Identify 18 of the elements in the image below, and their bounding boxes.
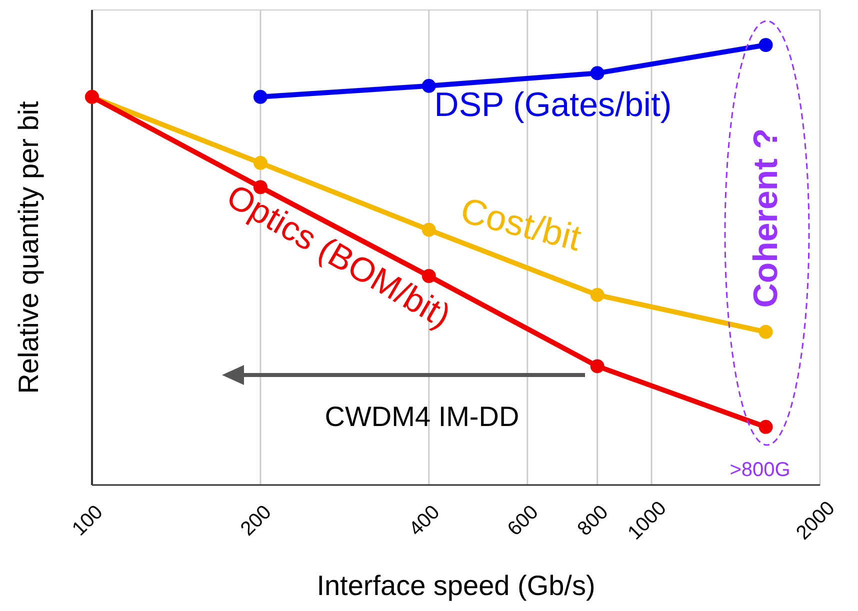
text: Cost/bit <box>456 189 586 259</box>
x-tick-label: 800 <box>574 501 613 540</box>
point <box>590 359 604 374</box>
point <box>590 288 604 302</box>
x-axis-title: Interface speed (Gb/s) <box>316 570 596 601</box>
annotation: Coherent ? <box>747 128 785 308</box>
point <box>253 156 268 170</box>
point <box>758 420 773 434</box>
point <box>758 324 773 339</box>
x-tick-label: 200 <box>236 501 276 540</box>
point <box>422 222 436 237</box>
series-label: DSP (Gates/bit) <box>434 86 672 124</box>
x-tick-label: 100 <box>68 501 108 540</box>
x-tick-label: 600 <box>504 501 543 540</box>
x-tick-label: 400 <box>405 501 444 540</box>
annotation: CWDM4 IM-DD <box>324 401 520 432</box>
annotation: >800G <box>730 459 790 481</box>
y-axis-title: Relative quantity per bit <box>13 100 44 394</box>
